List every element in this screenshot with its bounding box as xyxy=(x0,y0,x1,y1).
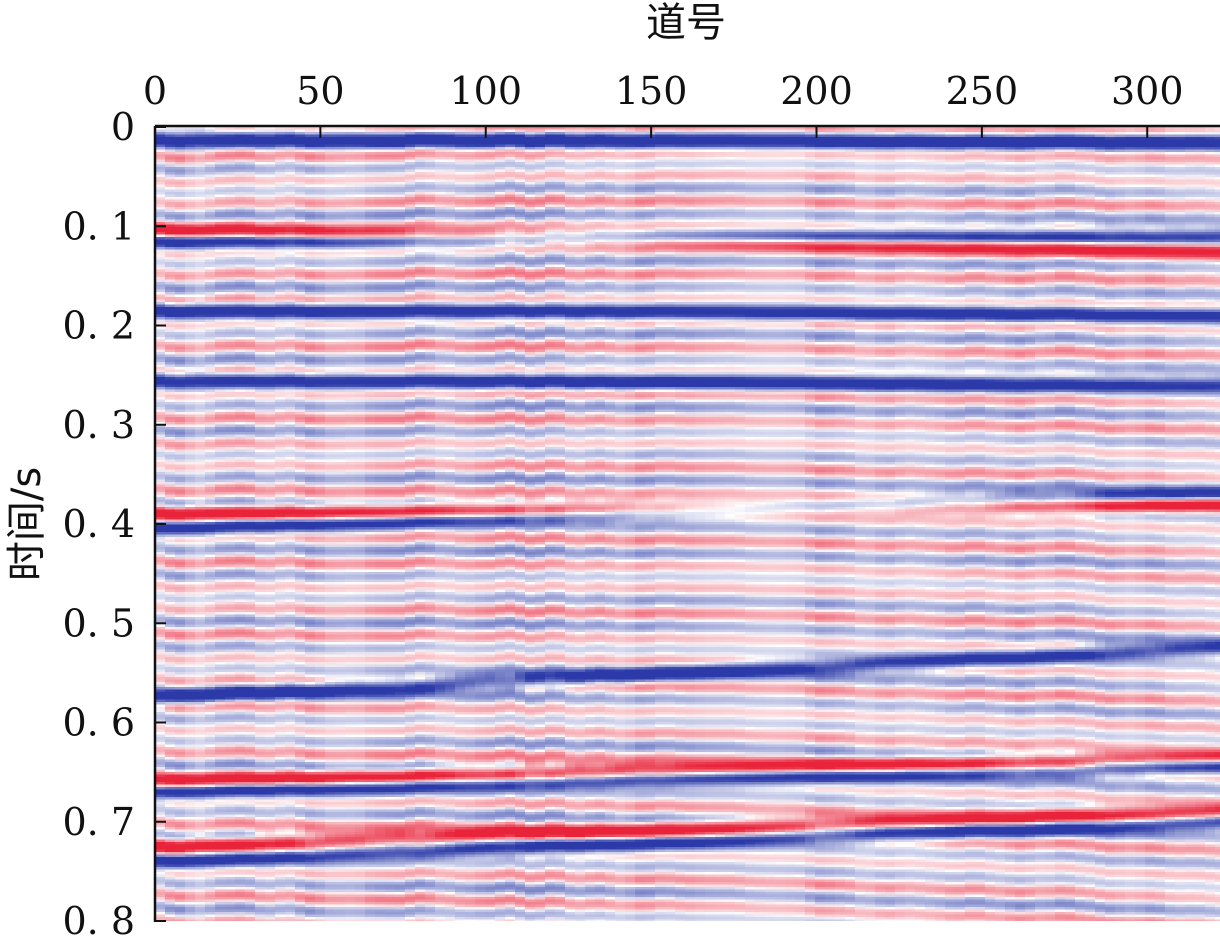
x-axis-title: 道号 xyxy=(646,0,726,46)
plot-area xyxy=(155,127,1220,923)
heatmap-cells xyxy=(155,127,1220,923)
y-axis-title: 时间/s xyxy=(4,467,50,581)
